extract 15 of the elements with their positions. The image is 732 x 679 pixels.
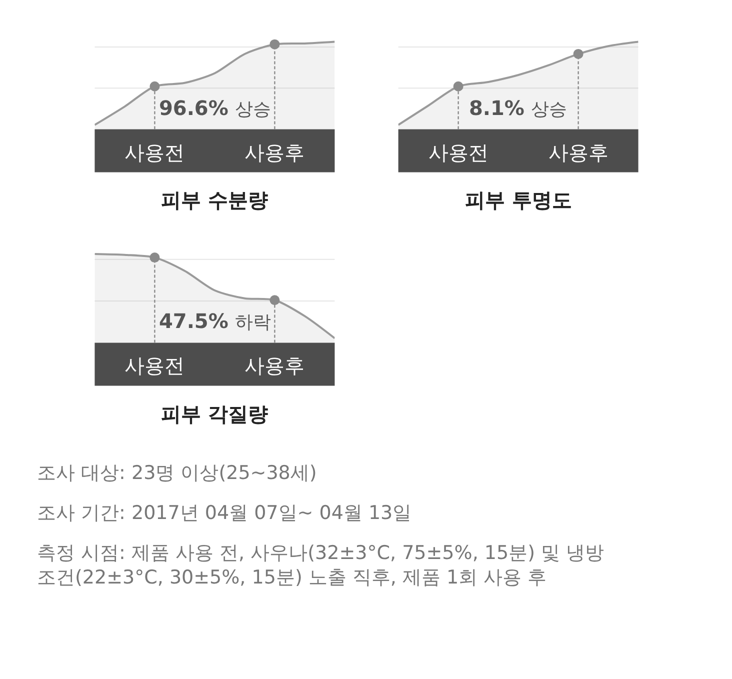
x-tick-label: 사용전 [124,140,185,164]
text: 피부 각질량 [161,402,268,426]
text: 측정 시점: 제품 사용 전, 사우나(32±3°C, 75±5%, 15분) 및 냉방 조건(22±3°C, 30±5%, 15분) 노출 직후, 제품 1회 사용 후 [37,542,604,589]
text: 피부 투명도 [465,188,572,212]
x-tick-label: 사용전 [428,140,488,164]
text: 피부 수분량 [161,188,268,212]
x-tick-label: 사용후 [244,140,305,164]
annotation: 8.1% 상승 [469,96,567,120]
x-tick-label: 사용후 [548,140,608,164]
text: 조사 기간: 2017년 04월 07일~ 04월 13일 [37,502,412,524]
annotation: 47.5% 하락 [159,309,271,333]
text: 조사 대상: 23명 이상(25~38세) [37,462,317,484]
annotation: 96.6% 상승 [159,96,271,120]
x-tick-label: 사용후 [244,354,305,378]
x-tick-label: 사용전 [124,354,185,378]
